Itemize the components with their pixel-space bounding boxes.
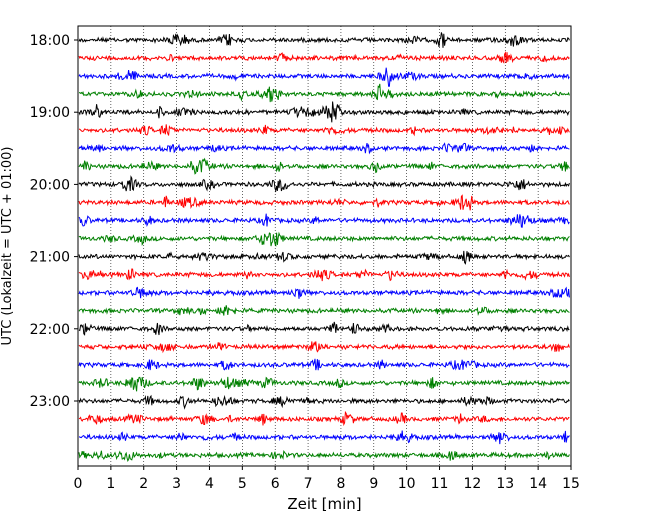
x-tick-label: 11	[431, 476, 449, 492]
x-tick-label: 13	[496, 476, 514, 492]
x-tick-label: 9	[369, 476, 378, 492]
trace-2030	[78, 213, 570, 228]
x-tick-label: 5	[238, 476, 247, 492]
y-tick-label: 22:00	[30, 322, 70, 338]
trace-1900	[78, 101, 570, 123]
x-tick-label: 12	[463, 476, 481, 492]
x-tick-label: 3	[172, 476, 181, 492]
x-tick-label: 7	[304, 476, 313, 492]
trace-1830	[78, 67, 570, 87]
x-axis-label: Zeit [min]	[287, 495, 361, 513]
x-tick-label: 6	[271, 476, 280, 492]
y-tick-label: 21:00	[30, 250, 70, 266]
x-tick-label: 15	[562, 476, 580, 492]
y-tick-label: 19:00	[30, 105, 70, 121]
trace-2200	[78, 321, 570, 336]
x-tick-label: 8	[336, 476, 345, 492]
trace-2300	[78, 394, 570, 410]
x-tick-label: 0	[74, 476, 83, 492]
trace-2345	[78, 449, 570, 463]
x-tick-label: 1	[106, 476, 115, 492]
trace-group	[78, 32, 570, 463]
trace-2100	[78, 250, 570, 265]
y-axis-label: UTC (Lokalzeit = UTC + 01:00)	[0, 147, 15, 346]
trace-2015	[78, 194, 570, 211]
x-axis-ticks: 0 1 2 3 4 5 6 7 8 9 10 11 12 13 14 15	[74, 466, 580, 492]
y-axis-ticks: 18:00 19:00 20:00 21:00 22:00 23:00	[30, 33, 78, 410]
y-tick-label: 20:00	[30, 177, 70, 193]
trace-2000	[78, 175, 570, 193]
trace-1815	[78, 51, 570, 64]
trace-1930	[78, 142, 570, 155]
trace-1945	[78, 157, 570, 175]
trace-1915	[78, 124, 570, 137]
x-tick-label: 10	[398, 476, 416, 492]
grid-lines	[110, 26, 539, 466]
trace-2115	[78, 268, 570, 282]
trace-2330	[78, 430, 570, 445]
trace-1845	[78, 83, 570, 103]
x-tick-label: 14	[529, 476, 547, 492]
trace-2245	[78, 376, 570, 392]
trace-2230	[78, 358, 570, 371]
trace-2130	[78, 286, 570, 299]
trace-2315	[78, 410, 570, 427]
plot-frame	[77, 25, 572, 467]
trace-2045	[78, 231, 570, 247]
trace-1800	[78, 32, 570, 48]
trace-2145	[78, 305, 570, 316]
y-tick-label: 23:00	[30, 394, 70, 410]
y-tick-label: 18:00	[30, 33, 70, 49]
x-tick-label: 4	[205, 476, 214, 492]
trace-2215	[78, 341, 570, 354]
x-tick-label: 2	[139, 476, 148, 492]
